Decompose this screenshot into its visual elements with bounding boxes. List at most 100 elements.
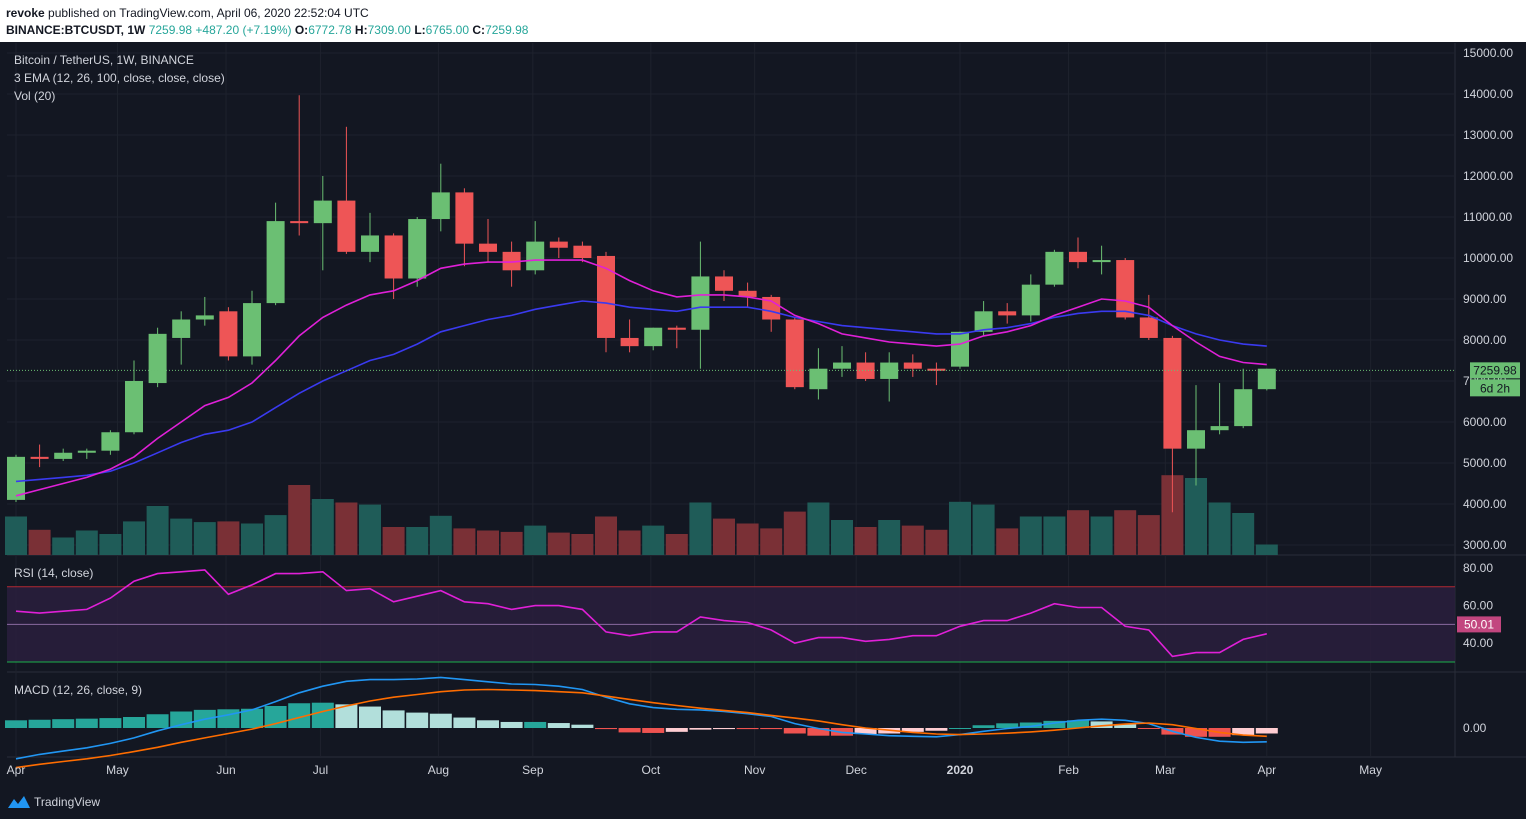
volume-bar: [972, 504, 995, 555]
candle-body: [290, 221, 309, 224]
macd-histogram-bar: [1090, 721, 1113, 728]
countdown-badge-text: 6d 2h: [1480, 381, 1510, 395]
macd-legend[interactable]: MACD (12, 26, close, 9): [14, 683, 143, 697]
footer: TradingView: [0, 786, 1526, 819]
candle-body: [148, 333, 167, 384]
price-chart[interactable]: 3000.004000.005000.006000.007000.008000.…: [0, 42, 1526, 786]
volume-bar: [925, 529, 948, 555]
macd-histogram-bar: [642, 728, 665, 733]
macd-histogram-bar: [52, 719, 75, 728]
candle-body: [691, 276, 710, 330]
ema-legend[interactable]: 3 EMA (12, 26, 100, close, close, close): [14, 71, 225, 85]
macd-tick-label: 0.00: [1463, 721, 1487, 735]
macd-histogram-bar: [854, 728, 877, 735]
volume-bar: [217, 521, 240, 555]
macd-histogram-bar: [335, 704, 358, 728]
macd-histogram-bar: [288, 703, 311, 728]
candle-body: [479, 243, 497, 252]
macd-histogram-bar: [123, 717, 145, 728]
volume-bar: [382, 527, 405, 555]
tradingview-brand[interactable]: TradingView: [34, 795, 101, 809]
candle-body: [998, 311, 1017, 316]
volume-bar: [193, 522, 216, 555]
price-change: +487.20 (+7.19%): [195, 23, 292, 37]
time-tick-label: Feb: [1058, 763, 1079, 777]
volume-bar: [854, 527, 877, 555]
ema12-line: [15, 259, 1267, 497]
price-tick-label: 14000.00: [1463, 87, 1513, 101]
macd-histogram-bar: [28, 719, 51, 728]
volume-bar: [311, 499, 334, 555]
volume-bar: [996, 528, 1019, 555]
volume-bar: [1161, 475, 1184, 555]
time-tick-label: Oct: [642, 763, 661, 777]
volume-bar: [736, 523, 759, 555]
price-tick-label: 3000.00: [1463, 538, 1507, 552]
candle-body: [1210, 426, 1229, 431]
volume-bar: [1067, 510, 1089, 555]
symbol-label: BINANCE:BTCUSDT, 1W: [6, 23, 146, 37]
candle-body: [408, 219, 427, 279]
volume-bar: [359, 504, 381, 555]
candle-body: [526, 241, 545, 271]
macd-histogram-bar: [901, 728, 924, 732]
volume-bar: [807, 502, 830, 555]
macd-histogram-bar: [1185, 728, 1207, 737]
candle-body: [1234, 389, 1253, 427]
candle-body: [172, 319, 191, 338]
macd-histogram-bar: [595, 728, 617, 730]
rsi-legend[interactable]: RSI (14, close): [14, 566, 94, 580]
candle-body: [573, 245, 592, 258]
time-tick-label: Apr: [1257, 763, 1276, 777]
rsi-line: [15, 569, 1267, 658]
author-name[interactable]: revoke: [6, 6, 45, 20]
candle-body: [620, 337, 639, 347]
volume-bar: [75, 530, 98, 555]
candle-body: [927, 368, 946, 371]
price-tick-label: 8000.00: [1463, 333, 1507, 347]
candle-body: [903, 362, 922, 369]
macd-histogram-bar: [1255, 728, 1278, 734]
candle-body: [833, 362, 851, 369]
price-tick-label: 11000.00: [1463, 210, 1512, 224]
close-value: 7259.98: [485, 23, 529, 37]
volume-bar: [1043, 516, 1066, 555]
macd-histogram-bar: [1232, 728, 1255, 736]
volume-bar: [123, 521, 145, 555]
rsi-badge-text: 50.01: [1464, 617, 1494, 631]
macd-histogram-bar: [311, 702, 334, 728]
macd-histogram-bar: [359, 706, 381, 728]
candle-body: [384, 235, 403, 279]
price-tick-label: 15000.00: [1463, 46, 1513, 60]
ohlc-line: BINANCE:BTCUSDT, 1W 7259.98 +487.20 (+7.…: [6, 23, 528, 37]
volume-bars: [5, 475, 1278, 555]
candle-body: [266, 221, 285, 304]
time-tick-label: Apr: [7, 763, 26, 777]
candles: [7, 95, 1276, 513]
macd-histogram-bar: [972, 725, 995, 728]
tradingview-logo-icon: [8, 796, 30, 808]
time-tick-label: Nov: [744, 763, 765, 777]
candle-body: [715, 276, 733, 291]
volume-bar: [618, 530, 641, 555]
open-label: O:: [294, 23, 309, 37]
candle-body: [219, 311, 238, 357]
time-tick-label: May: [1359, 763, 1382, 777]
rsi-tick-label: 80.00: [1463, 561, 1493, 575]
volume-bar: [1019, 516, 1042, 555]
price-badge: [1470, 362, 1520, 379]
volume-bar: [170, 518, 193, 555]
volume-bar: [689, 502, 712, 555]
volume-legend[interactable]: Vol (20): [14, 89, 56, 103]
high-value: 7309.00: [367, 23, 411, 37]
macd-histogram-bar: [382, 710, 405, 728]
macd-histogram-bar: [807, 728, 830, 736]
ema26-line: [15, 300, 1267, 483]
volume-bar: [335, 502, 358, 555]
macd-histogram-bar: [75, 718, 98, 728]
volume-bar: [28, 529, 51, 555]
candle-body: [77, 450, 96, 453]
candle-body: [1163, 337, 1182, 449]
macd-histogram-bar: [949, 728, 971, 729]
candle-body: [667, 327, 686, 330]
